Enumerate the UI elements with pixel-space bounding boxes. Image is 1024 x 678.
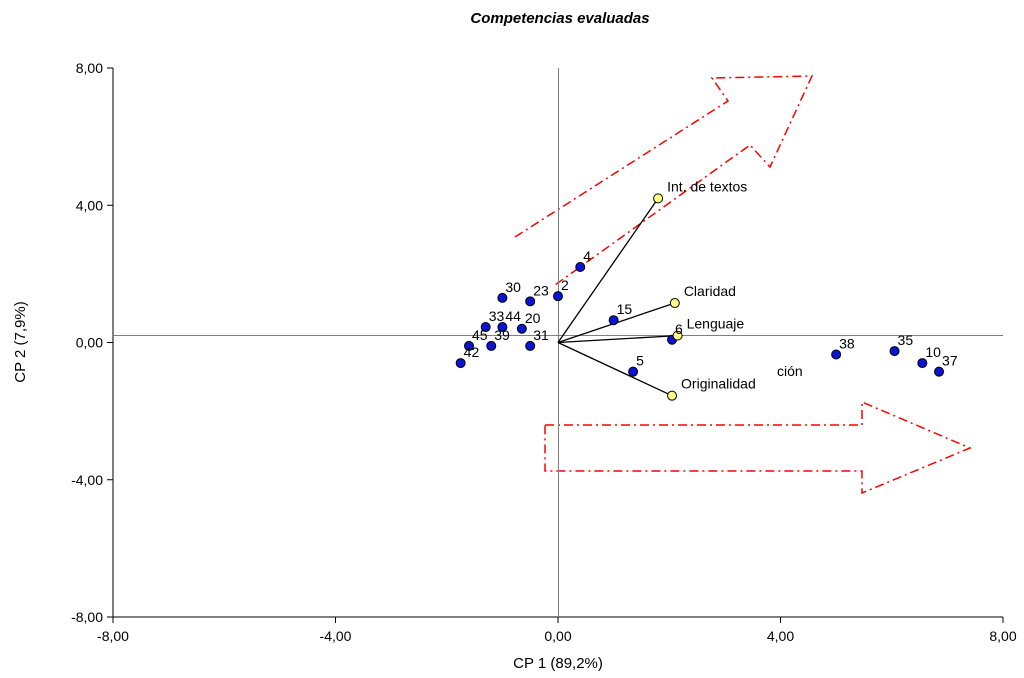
y-tick-label: -8,00 <box>71 609 103 625</box>
observation-point <box>934 366 945 377</box>
observation-label: 10 <box>925 344 941 360</box>
y-tick-label: 8,00 <box>76 60 103 76</box>
observation-label: 5 <box>636 353 644 369</box>
variable-point <box>667 390 678 401</box>
observation-point <box>889 346 900 357</box>
observation-label: 23 <box>533 282 549 298</box>
observation-point <box>553 291 563 302</box>
observation-point <box>480 322 491 333</box>
observation-label: 2 <box>561 277 569 293</box>
observation-label: 44 <box>505 308 521 324</box>
observation-label: 39 <box>494 327 510 343</box>
variable-label: Claridad <box>684 283 736 299</box>
ticks: -8,00 -4,00 0,00 4,00 8,00 -8,00 -4,00 0,00 4,00… <box>71 60 1017 644</box>
upper-direction-arrow <box>514 75 814 286</box>
y-tick-label: -4,00 <box>71 472 103 488</box>
observation-label: 42 <box>464 344 480 360</box>
variable-label: Lenguaje <box>687 316 745 332</box>
observation-label: 31 <box>533 327 549 343</box>
variables: Int. de textos Claridad Lenguaje Originalid… <box>653 178 756 401</box>
observation-point <box>486 340 497 351</box>
observation-label: 38 <box>839 336 855 352</box>
observation-label: 4 <box>583 248 591 264</box>
x-tick-label: 0,00 <box>544 628 571 644</box>
chart-title: Competencias evaluadas <box>470 10 649 27</box>
observation-point <box>575 262 586 273</box>
y-tick-label: 4,00 <box>76 197 103 213</box>
observation-label: 15 <box>617 301 633 317</box>
x-tick-label: 8,00 <box>989 628 1016 644</box>
observation-label: 37 <box>942 353 958 369</box>
variable-point <box>653 193 664 204</box>
observation-point <box>497 292 508 303</box>
loading-vector <box>557 198 659 343</box>
observation-label: 30 <box>505 279 521 295</box>
loading-vector <box>557 334 678 344</box>
loading-vector <box>557 341 673 397</box>
observation-point <box>608 315 619 326</box>
x-tick-label: -4,00 <box>320 628 352 644</box>
observations <box>455 262 945 377</box>
variable-label: Int. de textos <box>667 178 747 194</box>
y-axis-label: CP 2 (7,9%) <box>12 301 29 382</box>
variable-label: Originalidad <box>681 376 756 392</box>
x-axis-label: CP 1 (89,2%) <box>513 655 603 672</box>
observation-point <box>464 340 474 351</box>
observation-point <box>516 323 527 334</box>
observation-label: 20 <box>525 310 541 326</box>
observation-label: 35 <box>898 332 914 348</box>
variable-point <box>669 298 680 309</box>
y-tick-label: 0,00 <box>76 335 103 351</box>
observation-label: 33 <box>489 308 505 324</box>
x-tick-label: -8,00 <box>97 628 129 644</box>
observation-point <box>525 296 536 307</box>
observation-point <box>917 358 928 369</box>
variable-point <box>672 330 683 341</box>
observation-point <box>831 349 842 360</box>
lower-direction-arrow <box>544 400 972 495</box>
loading-vectors <box>557 198 678 397</box>
observation-point <box>455 358 466 369</box>
observation-point <box>497 322 508 333</box>
observation-label: 6 <box>675 321 683 337</box>
observation-point <box>525 340 536 351</box>
partial-hidden-label: ción <box>777 363 803 379</box>
x-tick-label: 4,00 <box>767 628 794 644</box>
direction-arrows <box>514 75 972 495</box>
observation-label: 45 <box>472 327 488 343</box>
observation-point <box>628 366 639 377</box>
